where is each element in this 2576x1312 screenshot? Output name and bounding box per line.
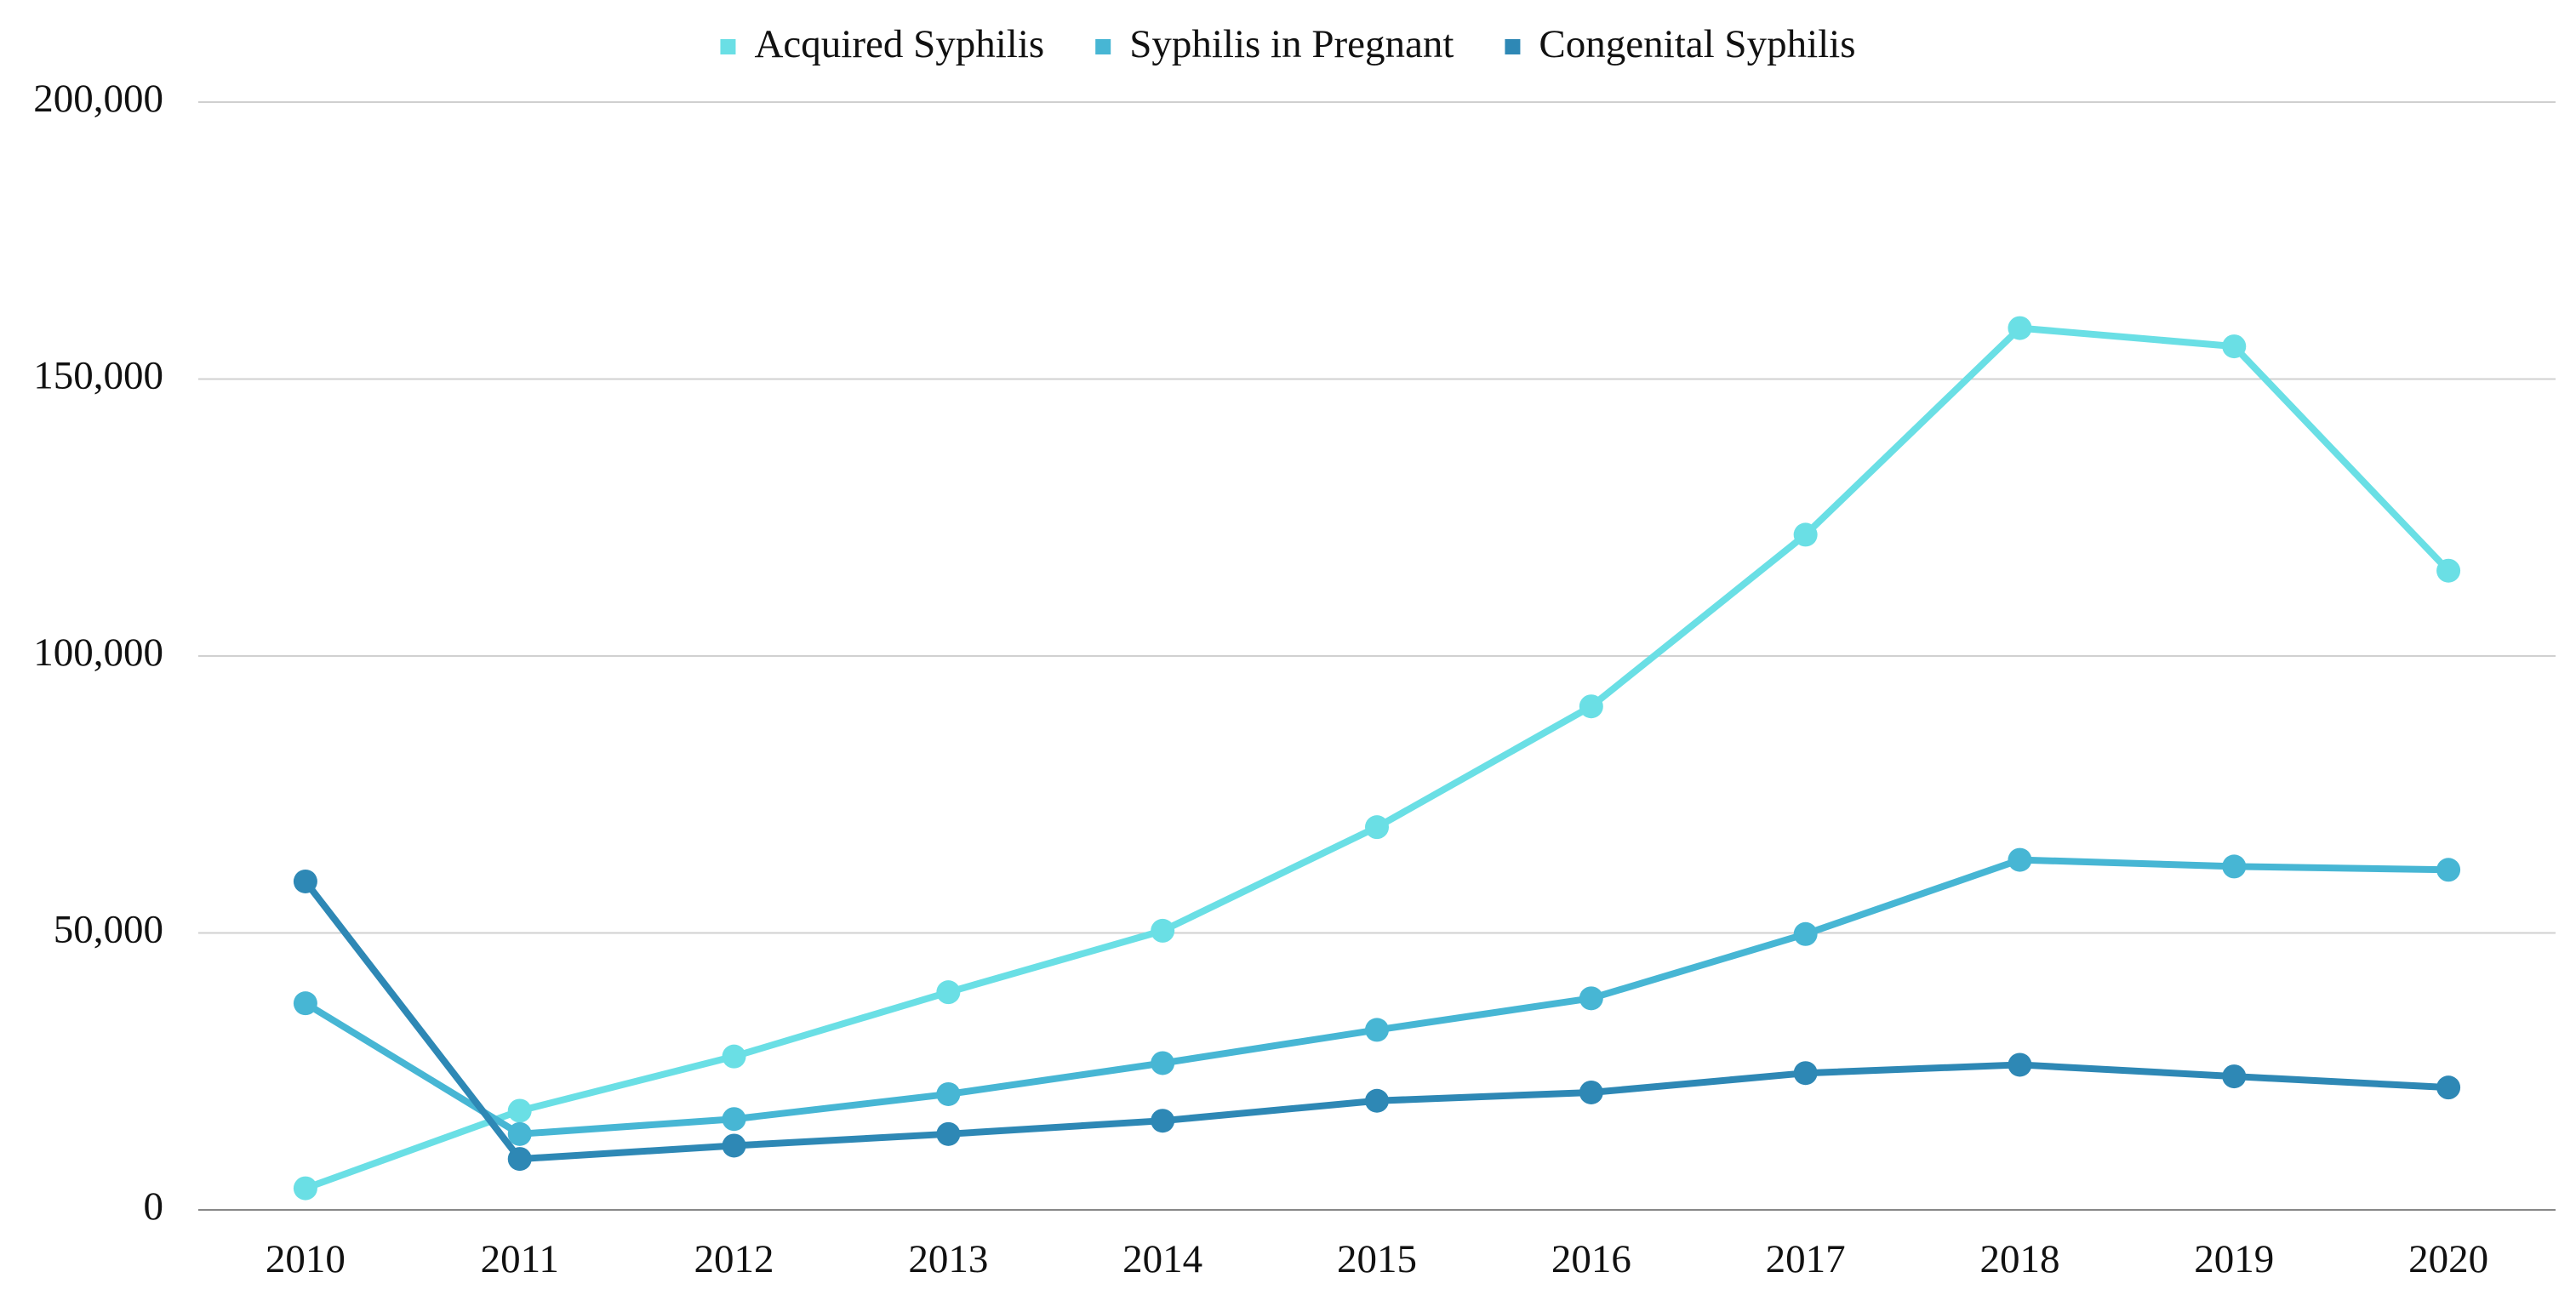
data-point: [722, 1044, 746, 1069]
x-tick-label: 2018: [1979, 1237, 2059, 1281]
legend-swatch: [1505, 39, 1521, 54]
x-tick-label: 2013: [908, 1237, 988, 1281]
data-point: [2222, 1064, 2247, 1089]
data-point: [2222, 854, 2247, 879]
data-point: [1793, 522, 1818, 547]
data-point: [1579, 1080, 1603, 1104]
x-tick-label: 2010: [266, 1237, 346, 1281]
data-point: [722, 1107, 746, 1132]
legend: Acquired Syphilis Syphilis in Pregnant Con…: [720, 22, 1856, 66]
data-point: [1365, 1088, 1389, 1113]
data-point: [507, 1121, 532, 1146]
series-line: [304, 324, 2451, 1192]
x-tick-label: 2016: [1551, 1237, 1631, 1281]
legend-label: Congenital Syphilis: [1539, 22, 1855, 66]
data-point: [936, 980, 961, 1005]
x-tick-label: 2017: [1766, 1237, 1846, 1281]
data-point: [2008, 316, 2032, 340]
data-point: [2436, 558, 2461, 583]
y-tick-label: 100,000: [33, 630, 163, 675]
data-point: [2008, 1052, 2032, 1077]
data-point: [2008, 847, 2032, 872]
data-point: [1579, 986, 1603, 1011]
data-point: [936, 1081, 961, 1106]
data-point: [2222, 334, 2247, 359]
x-tick-label: 2020: [2408, 1237, 2488, 1281]
data-point: [1365, 1018, 1389, 1042]
data-point: [2436, 858, 2461, 882]
x-tick-label: 2011: [481, 1237, 559, 1281]
legend-label: Acquired Syphilis: [754, 22, 1044, 66]
data-point: [2436, 1075, 2461, 1100]
data-point: [1793, 1061, 1818, 1086]
data-point: [936, 1121, 961, 1146]
x-tick-label: 2015: [1337, 1237, 1417, 1281]
y-tick-label: 150,000: [33, 353, 163, 397]
data-point: [1151, 918, 1175, 943]
data-point: [507, 1098, 532, 1123]
data-point: [1793, 921, 1818, 946]
legend-swatch: [720, 39, 736, 54]
y-tick-label: 200,000: [33, 77, 163, 121]
data-point: [293, 1176, 317, 1201]
data-point: [507, 1147, 532, 1172]
data-point: [293, 991, 317, 1016]
data-point: [1151, 1051, 1175, 1075]
data-point: [293, 869, 317, 893]
x-tick-label: 2014: [1122, 1237, 1202, 1281]
y-tick-label: 50,000: [54, 907, 163, 951]
data-point: [1579, 694, 1603, 719]
data-point: [1365, 815, 1389, 840]
data-point: [722, 1133, 746, 1158]
legend-label: Syphilis in Pregnant: [1129, 22, 1454, 66]
legend-swatch: [1095, 39, 1111, 54]
x-tick-label: 2012: [694, 1237, 774, 1281]
y-tick-label: 0: [144, 1184, 164, 1229]
data-point: [1151, 1109, 1175, 1133]
x-tick-label: 2019: [2194, 1237, 2274, 1281]
